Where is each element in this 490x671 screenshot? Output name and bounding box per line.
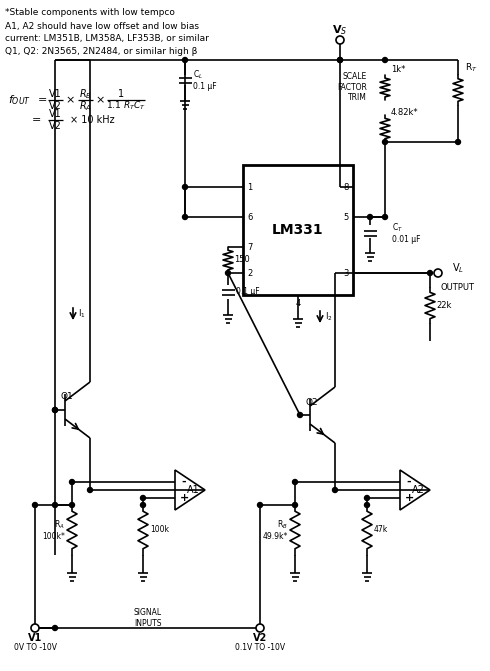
Circle shape: [333, 488, 338, 493]
Circle shape: [182, 215, 188, 219]
Text: A1: A1: [187, 485, 199, 495]
Text: V1: V1: [49, 109, 61, 119]
Text: V1: V1: [49, 89, 61, 99]
Text: V1: V1: [28, 633, 42, 643]
Text: =: =: [32, 115, 41, 125]
Text: I$_1$: I$_1$: [78, 308, 86, 320]
Circle shape: [256, 624, 264, 632]
Text: 0V TO -10V: 0V TO -10V: [14, 643, 56, 652]
Text: 22k: 22k: [436, 301, 451, 311]
Text: Q1: Q1: [60, 393, 73, 401]
Text: 1: 1: [118, 89, 124, 99]
Circle shape: [70, 480, 74, 484]
Circle shape: [31, 624, 39, 632]
Circle shape: [52, 407, 57, 413]
Circle shape: [383, 215, 388, 219]
Text: 1: 1: [247, 183, 253, 191]
Text: 3: 3: [343, 268, 349, 278]
Text: 2: 2: [247, 268, 253, 278]
Text: SIGNAL
INPUTS: SIGNAL INPUTS: [133, 609, 162, 627]
Text: R$_A$
100k*: R$_A$ 100k*: [42, 519, 65, 541]
Text: $R_A$: $R_A$: [78, 99, 92, 113]
Text: 4.82k*: 4.82k*: [391, 108, 418, 117]
Circle shape: [182, 58, 188, 62]
Text: +: +: [179, 493, 189, 503]
Text: 0.1 μF: 0.1 μF: [236, 287, 260, 297]
Text: R$_B$
49.9k*: R$_B$ 49.9k*: [263, 519, 288, 541]
Text: 100k: 100k: [150, 525, 169, 535]
Circle shape: [88, 488, 93, 493]
Circle shape: [368, 215, 372, 219]
Text: $f_{OUT}$: $f_{OUT}$: [8, 93, 31, 107]
Text: 5: 5: [343, 213, 348, 221]
Text: +: +: [404, 493, 414, 503]
Text: 150: 150: [234, 256, 250, 264]
Bar: [243, 165, 353, 295]
Circle shape: [70, 503, 74, 507]
Circle shape: [338, 58, 343, 62]
Circle shape: [141, 495, 146, 501]
Circle shape: [365, 495, 369, 501]
Circle shape: [427, 270, 433, 276]
Text: $1.1\ R_T C_T$: $1.1\ R_T C_T$: [106, 100, 146, 112]
Text: Q2: Q2: [305, 397, 318, 407]
Text: -: -: [407, 477, 411, 487]
Circle shape: [336, 36, 344, 44]
Circle shape: [456, 140, 461, 144]
Text: V2: V2: [49, 121, 61, 131]
Text: V2: V2: [253, 633, 267, 643]
Text: LM331: LM331: [272, 223, 324, 237]
Circle shape: [32, 503, 38, 507]
Text: C$_L$
0.1 μF: C$_L$ 0.1 μF: [193, 68, 217, 91]
Text: A2: A2: [412, 485, 424, 495]
Circle shape: [258, 503, 263, 507]
Text: ×: ×: [65, 95, 74, 105]
Circle shape: [293, 503, 297, 507]
Circle shape: [141, 503, 146, 507]
Text: I$_2$: I$_2$: [325, 311, 333, 323]
Circle shape: [297, 413, 302, 417]
Circle shape: [225, 270, 230, 276]
Text: 6: 6: [247, 213, 253, 221]
Text: -: -: [182, 477, 186, 487]
Text: C$_T$
0.01 μF: C$_T$ 0.01 μF: [392, 221, 420, 244]
Text: 7: 7: [247, 242, 253, 252]
Text: =: =: [38, 95, 48, 105]
Text: A1, A2 should have low offset and low bias
current: LM351B, LM358A, LF353B, or s: A1, A2 should have low offset and low bi…: [5, 22, 209, 56]
Text: 8: 8: [343, 183, 349, 191]
Text: SCALE
FACTOR
TRIM: SCALE FACTOR TRIM: [337, 72, 367, 102]
Circle shape: [383, 140, 388, 144]
Text: 4: 4: [295, 299, 301, 309]
Circle shape: [52, 503, 57, 507]
Circle shape: [52, 407, 57, 413]
Circle shape: [365, 503, 369, 507]
Text: × 10 kHz: × 10 kHz: [70, 115, 115, 125]
Circle shape: [182, 185, 188, 189]
Text: $R_B$: $R_B$: [78, 87, 92, 101]
Text: 47k: 47k: [374, 525, 388, 535]
Circle shape: [434, 269, 442, 277]
Text: R$_T$: R$_T$: [465, 62, 478, 74]
Circle shape: [293, 480, 297, 484]
Text: V2: V2: [49, 101, 61, 111]
Circle shape: [383, 58, 388, 62]
Circle shape: [52, 625, 57, 631]
Text: V$_L$: V$_L$: [452, 261, 464, 275]
Text: 0.1V TO -10V: 0.1V TO -10V: [235, 643, 285, 652]
Circle shape: [338, 58, 343, 62]
Text: OUTPUT: OUTPUT: [440, 284, 474, 293]
Text: V$_S$: V$_S$: [332, 23, 348, 37]
Text: *Stable components with low tempco: *Stable components with low tempco: [5, 8, 175, 17]
Text: ×: ×: [96, 95, 105, 105]
Text: 1k*: 1k*: [391, 65, 405, 74]
